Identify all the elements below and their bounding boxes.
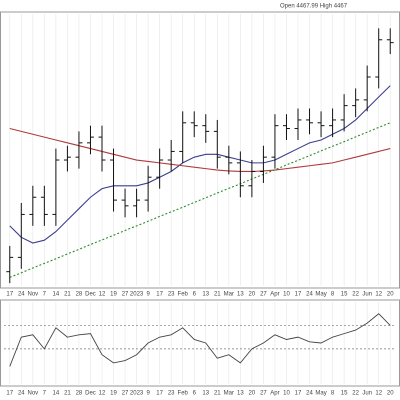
x-tick-label: 19 (110, 292, 117, 298)
x-tick-label: Mar (224, 292, 234, 298)
x-tick-label: 21 (64, 292, 71, 298)
x-tick-label: 24 (306, 292, 313, 298)
x-tick-label: 9 (146, 391, 150, 397)
x-tick-label: Dec (85, 391, 96, 397)
x-tick-label: 8 (331, 292, 335, 298)
x-tick-label: Apr (270, 391, 279, 397)
x-tick-label: 24 (18, 292, 25, 298)
x-tick-label: 7 (43, 391, 47, 397)
x-tick-label: 17 (295, 391, 302, 397)
x-tick-label: 24 (306, 391, 313, 397)
x-tick-label: 6 (193, 292, 197, 298)
x-tick-label: 6 (193, 391, 197, 397)
x-tick-label: Nov (27, 292, 38, 298)
x-tick-label: 17 (6, 391, 13, 397)
x-tick-label: 24 (18, 391, 25, 397)
x-tick-label: May (315, 391, 326, 397)
x-tick-label: 2023 (130, 292, 144, 298)
oscillator-line (9, 313, 391, 367)
x-tick-label: Jun (362, 391, 372, 397)
x-tick-label: 17 (6, 292, 13, 298)
x-tick-label: 21 (214, 391, 221, 397)
x-tick-label: 22 (352, 391, 359, 397)
line-series (9, 127, 391, 173)
x-tick-label: Nov (27, 391, 38, 397)
x-tick-label: 27 (122, 292, 129, 298)
x-tick-label: 12 (375, 292, 382, 298)
x-tick-label: 14 (53, 391, 60, 397)
x-tick-label: 12 (99, 391, 106, 397)
x-tick-label: Dec (85, 292, 96, 298)
x-tick-label: 7 (43, 292, 47, 298)
x-tick-label: 8 (331, 391, 335, 397)
x-tick-label: Jun (362, 292, 372, 298)
x-tick-label: 20 (249, 391, 256, 397)
line-series (9, 122, 391, 278)
x-tick-label: 21 (64, 391, 71, 397)
x-tick-label: 15 (341, 292, 348, 298)
x-tick-label: Mar (224, 391, 234, 397)
x-tick-label: 17 (156, 391, 163, 397)
x-tick-label: 20 (387, 391, 394, 397)
x-tick-label: 13 (202, 292, 209, 298)
price-header: Open 4467.99 High 4467 (280, 4, 348, 10)
x-tick-label: Feb (178, 391, 189, 397)
x-tick-label: May (315, 292, 326, 298)
x-tick-label: 13 (202, 391, 209, 397)
x-tick-label: 19 (110, 391, 117, 397)
x-tick-label: 12 (375, 391, 382, 397)
x-tick-label: 27 (260, 391, 267, 397)
x-tick-label: 13 (237, 391, 244, 397)
x-tick-label: 23 (168, 292, 175, 298)
x-tick-label: 27 (122, 391, 129, 397)
x-tick-label: 9 (146, 292, 150, 298)
line-series (9, 85, 391, 244)
x-tick-label: 12 (99, 292, 106, 298)
x-tick-label: 28 (76, 292, 83, 298)
x-tick-label: Feb (178, 292, 189, 298)
x-tick-label: 28 (76, 391, 83, 397)
x-tick-label: 2023 (130, 391, 144, 397)
x-tick-label: 23 (168, 391, 175, 397)
x-tick-label: 10 (283, 391, 290, 397)
x-tick-label: 10 (283, 292, 290, 298)
x-tick-label: 17 (156, 292, 163, 298)
x-tick-label: 20 (249, 292, 256, 298)
x-tick-label: 22 (352, 292, 359, 298)
x-tick-label: 20 (387, 292, 394, 298)
x-tick-label: 15 (341, 391, 348, 397)
x-tick-label: 27 (260, 292, 267, 298)
x-tick-label: 17 (295, 292, 302, 298)
x-tick-label: 21 (214, 292, 221, 298)
x-tick-label: 14 (53, 292, 60, 298)
x-tick-label: 13 (237, 292, 244, 298)
x-tick-label: Apr (270, 292, 279, 298)
